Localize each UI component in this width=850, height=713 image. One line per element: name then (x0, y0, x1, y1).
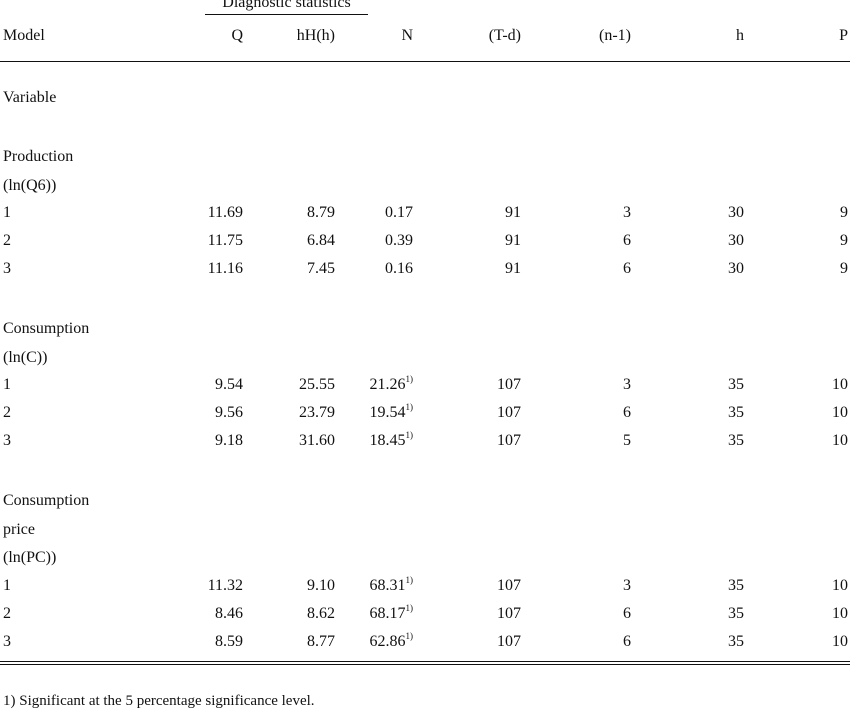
cell-n1: 6 (623, 633, 631, 650)
cell-h: 35 (728, 577, 744, 594)
cell-model: 1 (3, 376, 11, 393)
cell-p: 10 (832, 577, 848, 594)
cell-n1: 6 (623, 232, 631, 249)
cell-q: 9.18 (215, 432, 243, 449)
cell-n1: 3 (623, 204, 631, 221)
col-header-n: N (401, 27, 413, 44)
cell-td: 107 (497, 376, 521, 393)
cell-n: 0.39 (385, 232, 413, 249)
cell-n: 62.861) (369, 631, 414, 651)
diagnostic-statistics-group-header: Diagnostic statistics (205, 0, 368, 15)
cell-hh: 8.79 (307, 204, 335, 221)
cell-hh: 31.60 (299, 432, 335, 449)
cell-n: 0.17 (385, 204, 413, 221)
cell-n1: 3 (623, 376, 631, 393)
section-label-line: (ln(PC)) (3, 549, 57, 566)
cell-n1: 6 (623, 260, 631, 277)
cell-q: 11.75 (207, 232, 243, 249)
cell-model: 1 (3, 204, 11, 221)
cell-q: 11.69 (207, 204, 243, 221)
cell-td: 107 (497, 577, 521, 594)
section-label-line: price (3, 521, 35, 538)
cell-hh: 23.79 (299, 404, 335, 421)
cell-td: 91 (505, 260, 521, 277)
cell-n: 68.171) (369, 603, 414, 623)
cell-model: 3 (3, 260, 11, 277)
cell-h: 30 (728, 260, 744, 277)
cell-p: 10 (832, 633, 848, 650)
section-label-line: Production (3, 148, 74, 165)
cell-model: 2 (3, 605, 11, 622)
cell-q: 9.54 (215, 376, 243, 393)
cell-p: 10 (832, 404, 848, 421)
cell-n: 21.261) (369, 374, 414, 394)
col-header-q: Q (231, 27, 243, 44)
cell-p: 10 (832, 376, 848, 393)
cell-q: 11.32 (207, 577, 243, 594)
cell-n: 0.16 (385, 260, 413, 277)
cell-h: 35 (728, 605, 744, 622)
cell-h: 35 (728, 432, 744, 449)
cell-hh: 9.10 (307, 577, 335, 594)
cell-hh: 7.45 (307, 260, 335, 277)
col-header-td: (T-d) (488, 27, 521, 44)
cell-h: 30 (728, 232, 744, 249)
cell-q: 9.56 (215, 404, 243, 421)
cell-n1: 6 (623, 605, 631, 622)
section-label-line: (ln(C)) (3, 349, 48, 366)
section-label-line: Consumption (3, 492, 90, 509)
cell-td: 107 (497, 432, 521, 449)
header-rule (0, 61, 850, 62)
cell-n: 68.311) (369, 575, 414, 595)
col-header-h: h (736, 27, 744, 44)
cell-p: 9 (840, 260, 848, 277)
cell-q: 11.16 (207, 260, 243, 277)
cell-td: 107 (497, 404, 521, 421)
cell-q: 8.59 (215, 633, 243, 650)
cell-h: 35 (728, 633, 744, 650)
cell-h: 30 (728, 204, 744, 221)
cell-p: 10 (832, 605, 848, 622)
cell-td: 107 (497, 633, 521, 650)
cell-td: 107 (497, 605, 521, 622)
col-header-model: Model (3, 27, 45, 44)
cell-p: 9 (840, 204, 848, 221)
cell-n: 19.541) (369, 402, 414, 422)
cell-h: 35 (728, 404, 744, 421)
cell-p: 9 (840, 232, 848, 249)
col-header-n1: (n-1) (599, 27, 631, 44)
cell-model: 1 (3, 577, 11, 594)
cell-model: 2 (3, 404, 11, 421)
section-label-line: Consumption (3, 320, 90, 337)
cell-hh: 6.84 (307, 232, 335, 249)
group-header-text: Diagnostic statistics (222, 0, 351, 11)
col-header-p: P (839, 27, 848, 44)
bottom-rule (0, 661, 850, 662)
cell-hh: 25.55 (299, 376, 335, 393)
cell-hh: 8.62 (307, 605, 335, 622)
cell-td: 91 (505, 232, 521, 249)
variable-label: Variable (3, 89, 57, 106)
cell-q: 8.46 (215, 605, 243, 622)
section-label-line: (ln(Q6)) (3, 177, 57, 194)
cell-n1: 3 (623, 577, 631, 594)
cell-hh: 8.77 (307, 633, 335, 650)
cell-td: 91 (505, 204, 521, 221)
cell-model: 3 (3, 432, 11, 449)
cell-model: 3 (3, 633, 11, 650)
cell-h: 35 (728, 376, 744, 393)
cell-p: 10 (832, 432, 848, 449)
cell-n1: 5 (623, 432, 631, 449)
cell-model: 2 (3, 232, 11, 249)
col-header-hh: hH(h) (296, 27, 335, 44)
cell-n: 18.451) (369, 430, 414, 450)
bottom-rule-double (0, 664, 850, 665)
footnote: 1) Significant at the 5 percentage signi… (3, 693, 315, 709)
cell-n1: 6 (623, 404, 631, 421)
